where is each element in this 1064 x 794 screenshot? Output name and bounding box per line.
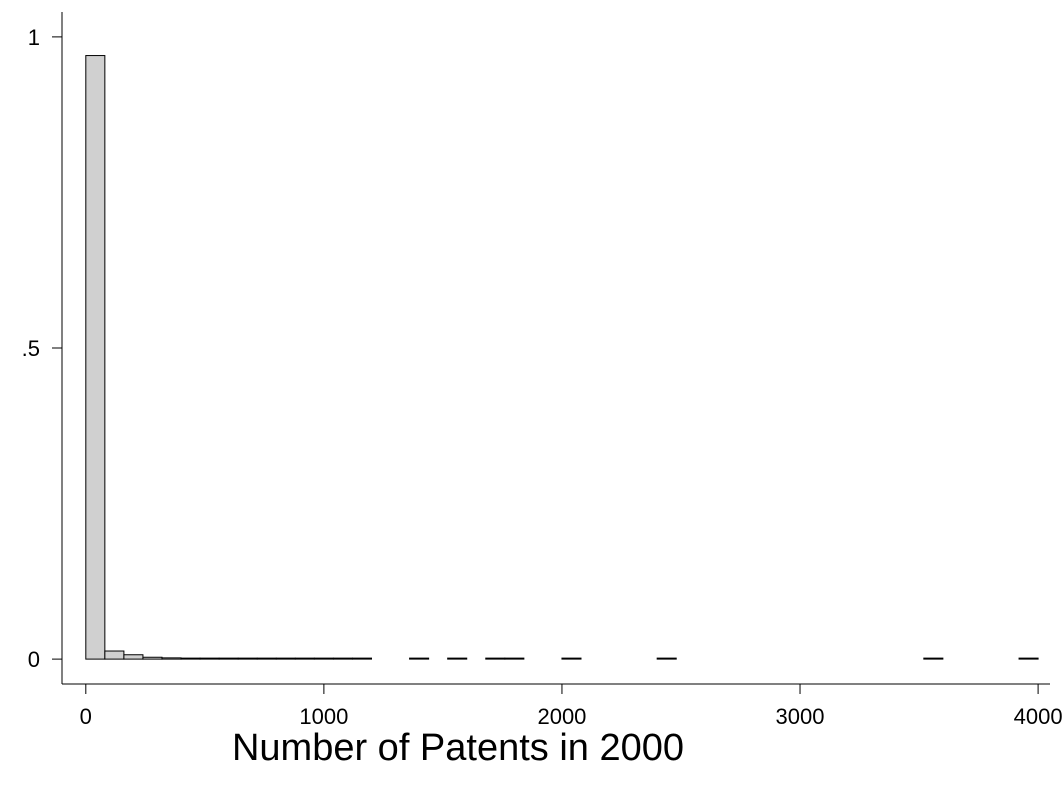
y-ticks-group: 0.51 [22,25,62,672]
histogram-bar [237,657,258,660]
histogram-bar [1018,657,1039,660]
histogram-bar [142,656,163,660]
histogram-bar [123,654,144,660]
histogram-bar [447,657,468,660]
histogram-bar [199,657,220,660]
histogram-bar [104,650,125,660]
y-tick-label: 1 [28,25,40,50]
histogram-bar [313,657,334,660]
x-tick-label: 3000 [776,704,825,729]
x-tick-label: 2000 [537,704,586,729]
histogram-bar [161,657,182,660]
bars-group [85,55,1039,660]
histogram-bar [923,657,944,660]
histogram-bar [351,657,372,660]
histogram-bar [656,657,677,660]
histogram-bar [561,657,582,660]
histogram-bar [332,657,353,660]
y-tick-label: .5 [22,336,40,361]
histogram-bar [256,657,277,660]
histogram-bar [218,657,239,660]
x-tick-label: 1000 [299,704,348,729]
x-tick-label: 0 [80,704,92,729]
histogram-bar [275,657,296,660]
histogram-bar [485,657,506,660]
y-tick-label: 0 [28,647,40,672]
x-ticks-group: 0 1000 2000 3000 4000 [80,684,1063,729]
histogram-bar [85,55,106,660]
histogram-bar [180,657,201,660]
histogram-bar [504,657,525,660]
x-axis-title: Number of Patents in 2000 [232,727,684,769]
histogram-bar [294,657,315,660]
x-tick-label: 4000 [1014,704,1063,729]
histogram-bar [409,657,430,660]
